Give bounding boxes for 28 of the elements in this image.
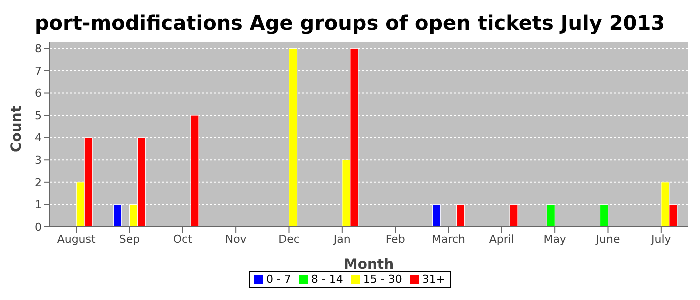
- x-tick-label: August: [57, 232, 97, 246]
- x-tick-label: Nov: [225, 232, 248, 246]
- y-tick-label: 8: [35, 42, 42, 56]
- x-tick-label: Jan: [332, 232, 351, 246]
- legend-label: 15 - 30: [362, 273, 402, 286]
- y-tick-label: 6: [35, 87, 42, 100]
- x-tick-label: July: [650, 232, 672, 246]
- y-tick-label: 3: [35, 154, 42, 168]
- x-axis-title: Month: [344, 257, 394, 273]
- x-tick-label: June: [595, 232, 620, 246]
- chart-title: port-modifications Age groups of open tickets July 2013: [34, 10, 666, 37]
- x-tick-label: May: [544, 232, 567, 246]
- y-tick-label: 1: [35, 198, 42, 212]
- x-tick-label: Feb: [386, 232, 406, 246]
- x-tick-label: March: [432, 232, 466, 246]
- legend-label: 0 - 7: [265, 273, 292, 286]
- legend-label: 31+: [421, 273, 446, 286]
- y-axis-title: Count: [8, 106, 25, 152]
- y-tick-label: 2: [35, 176, 42, 190]
- y-tick-label: 0: [35, 220, 42, 234]
- y-tick-label: 5: [35, 109, 42, 122]
- y-tick-label: 4: [35, 132, 42, 145]
- x-tick-label: April: [489, 232, 514, 246]
- x-tick-label: Sep: [119, 232, 140, 246]
- legend-label: 8 - 14: [310, 273, 344, 286]
- x-tick-label: Dec: [278, 232, 300, 246]
- x-tick-label: Oct: [173, 232, 194, 246]
- y-tick-label: 7: [35, 64, 42, 78]
